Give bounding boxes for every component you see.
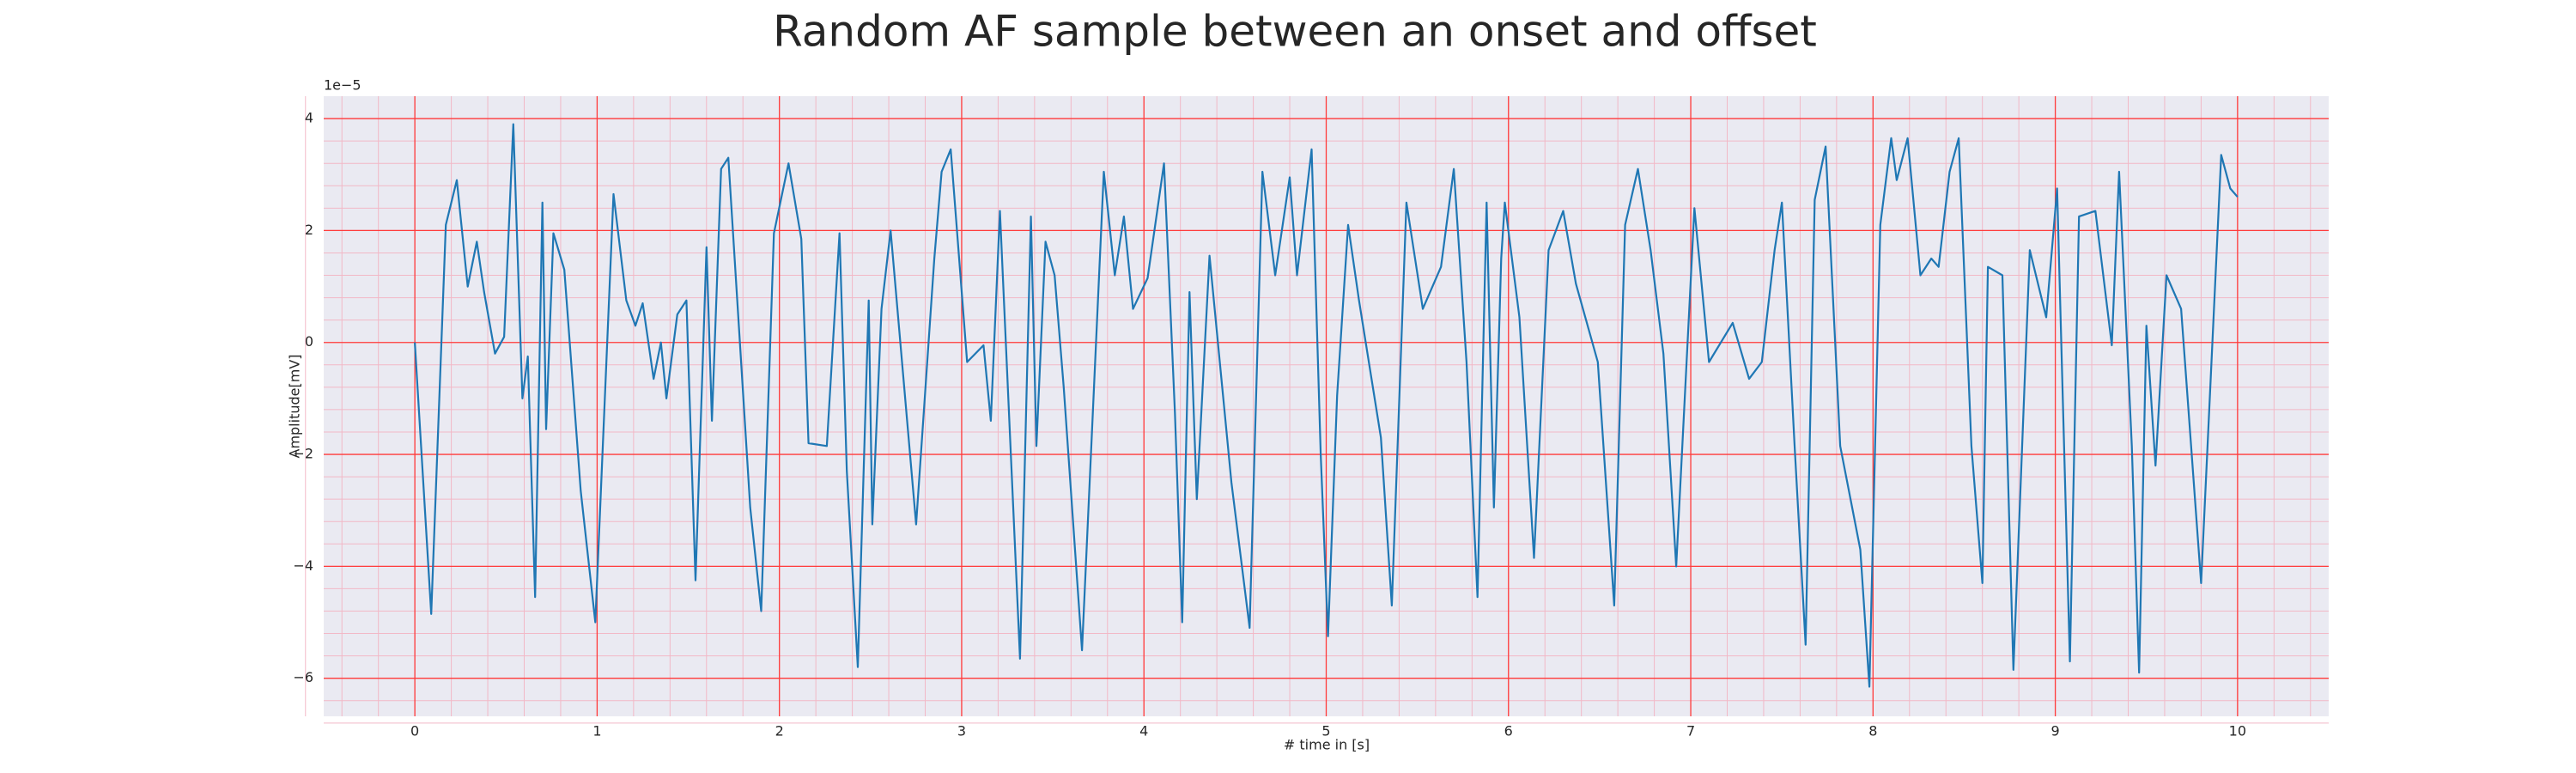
y-tick-label: 4 — [305, 110, 313, 126]
y-tick-label: −2 — [293, 446, 313, 462]
x-tick-label: 7 — [1686, 723, 1695, 740]
y-tick-label: 2 — [305, 222, 313, 238]
x-tick-label: 1 — [592, 723, 601, 740]
x-tick-label: 5 — [1321, 723, 1330, 740]
x-axis-label: # time in [s] — [1284, 737, 1370, 753]
x-tick-label: 4 — [1139, 723, 1148, 740]
chart-title: Random AF sample between an onset and of… — [773, 7, 1817, 57]
y-offset-label: 1e−5 — [324, 77, 361, 94]
x-tick-label: 0 — [410, 723, 419, 740]
x-tick-label: 9 — [2050, 723, 2059, 740]
x-tick-label: 8 — [1868, 723, 1877, 740]
x-tick-label: 3 — [957, 723, 966, 740]
y-axis-label: Amplitude[mV] — [287, 354, 303, 458]
series-line — [414, 123, 2239, 688]
x-tick-label: 6 — [1504, 723, 1513, 740]
y-tick-label: −4 — [293, 557, 313, 574]
y-tick-label: −6 — [293, 669, 313, 685]
x-tick-label: 2 — [775, 723, 784, 740]
y-tick-label: 0 — [305, 333, 313, 350]
x-tick-label: 10 — [2229, 723, 2246, 740]
